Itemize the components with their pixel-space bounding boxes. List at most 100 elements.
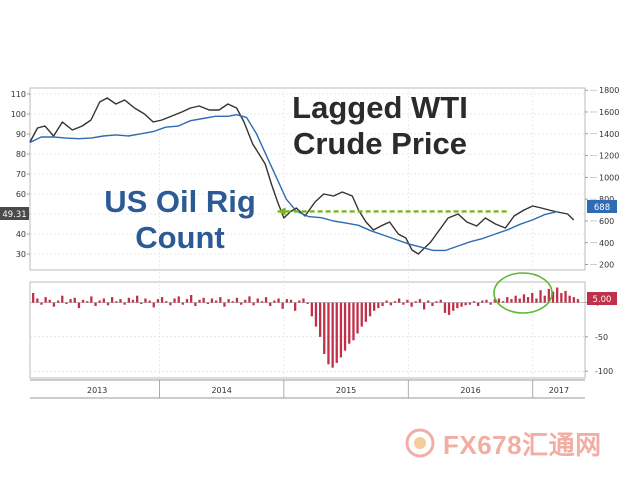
fx678-logo-icon — [405, 428, 435, 458]
bar-120 — [531, 293, 534, 303]
bar-131 — [576, 299, 580, 303]
bar-113 — [502, 301, 505, 303]
bar-111 — [493, 299, 496, 303]
right-tick-label-1000: 1000 — [599, 173, 619, 182]
bar-101 — [452, 302, 455, 311]
bar-78 — [356, 302, 359, 334]
right-tick-label-1600: 1600 — [599, 108, 619, 117]
right-tick-label-200: 200 — [599, 261, 614, 270]
bar-126 — [556, 287, 559, 303]
series-line-0 — [29, 97, 575, 255]
bar-112 — [497, 298, 501, 303]
bar-130 — [572, 297, 575, 303]
bar-2 — [40, 302, 43, 305]
highlight-circle — [493, 272, 553, 314]
bottom-panel-frame — [29, 281, 586, 379]
bar-24 — [131, 299, 135, 303]
bar-3 — [44, 297, 47, 303]
bar-31 — [160, 297, 164, 303]
bar-95 — [427, 300, 430, 303]
left-tick-label-100: 100 — [11, 110, 26, 119]
bar-value-badge: 5.00 — [587, 292, 617, 305]
top-panel-frame — [29, 87, 586, 271]
left-tick-label-70: 70 — [16, 170, 26, 179]
bar-55 — [260, 301, 264, 303]
bar-128 — [564, 290, 567, 303]
bar-38 — [190, 295, 193, 303]
bar-13 — [86, 301, 89, 303]
bar-43 — [210, 298, 214, 303]
bar-84 — [381, 302, 384, 306]
bar-10 — [73, 297, 76, 303]
bar-37 — [185, 299, 189, 303]
bar-40 — [198, 299, 201, 303]
bar-5 — [52, 302, 56, 307]
left-tick-label-60: 60 — [16, 190, 26, 199]
bar-125 — [551, 291, 555, 303]
bar-121 — [535, 298, 538, 303]
right-tick-label-600: 600 — [599, 217, 614, 226]
bar-59 — [277, 298, 280, 303]
bar-122 — [539, 290, 542, 303]
bar-106 — [472, 301, 476, 303]
bar-19 — [111, 297, 114, 303]
x-tick-label-2017: 2017 — [549, 386, 569, 395]
bar-33 — [169, 302, 172, 306]
bar-61 — [285, 299, 288, 303]
bar-48 — [231, 301, 234, 303]
bar-73 — [335, 302, 338, 363]
left-value-badge: 49.31 — [0, 207, 29, 220]
bar-129 — [568, 295, 571, 303]
bar-35 — [177, 296, 180, 303]
bar-14 — [90, 296, 93, 303]
bar-1 — [36, 298, 39, 303]
bottom-tick-label--50: -50 — [595, 333, 608, 342]
bottom-tick-label--100: -100 — [595, 367, 613, 376]
left-tick-label-110: 110 — [11, 90, 26, 99]
bar-27 — [144, 298, 147, 303]
bar-97 — [435, 301, 438, 303]
watermark-text: FX678汇通网 — [443, 429, 602, 460]
chart-title-line2: Crude Price — [293, 126, 467, 161]
bar-72 — [331, 302, 334, 368]
bar-15 — [94, 302, 97, 306]
right-tick-label-400: 400 — [599, 239, 614, 248]
bar-60 — [281, 302, 284, 309]
bar-28 — [148, 300, 151, 303]
bar-56 — [264, 297, 268, 303]
bar-94 — [423, 302, 426, 310]
bar-45 — [219, 297, 222, 303]
bar-99 — [443, 302, 447, 313]
bar-68 — [314, 302, 318, 327]
bar-22 — [123, 302, 126, 305]
bar-79 — [360, 302, 363, 327]
bar-12 — [81, 299, 85, 303]
bar-66 — [306, 302, 309, 304]
bar-96 — [431, 302, 434, 306]
bar-21 — [119, 299, 122, 303]
right-value-label: 688 — [594, 203, 610, 213]
left-tick-label-30: 30 — [16, 250, 26, 259]
bar-114 — [506, 297, 509, 303]
series-line-1 — [29, 113, 558, 252]
bar-6 — [57, 300, 60, 303]
bar-77 — [352, 302, 355, 341]
right-tick-label-1800: 1800 — [599, 86, 619, 95]
bar-52 — [248, 296, 251, 303]
bar-7 — [61, 295, 64, 303]
bar-69 — [319, 302, 322, 337]
bar-49 — [235, 297, 239, 303]
bar-102 — [456, 302, 459, 309]
left-tick-label-80: 80 — [16, 150, 26, 159]
bar-71 — [327, 302, 330, 365]
bar-80 — [364, 302, 367, 322]
bar-25 — [136, 295, 139, 303]
x-tick-label-2016: 2016 — [460, 386, 480, 395]
bar-29 — [152, 302, 155, 308]
rig-count-annotation-line2: Count — [135, 220, 225, 255]
right-value-badge: 688 — [587, 200, 617, 213]
bar-36 — [181, 302, 184, 305]
bar-64 — [298, 300, 301, 303]
bar-16 — [98, 300, 101, 303]
bar-20 — [115, 301, 118, 303]
